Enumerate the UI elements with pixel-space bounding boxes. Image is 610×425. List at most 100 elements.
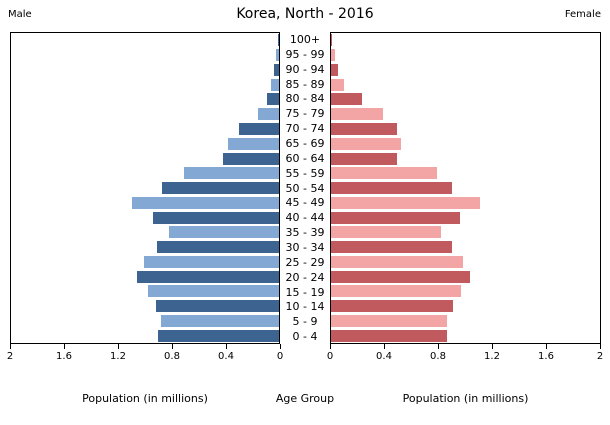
age-group-label-5-9: 5 - 9	[292, 315, 318, 329]
male-row-35-39	[11, 225, 279, 240]
male-bar-10-14	[155, 300, 279, 313]
male-bar-100+	[277, 34, 279, 47]
x-axis-tick	[226, 344, 227, 349]
x-axis-tick	[546, 344, 547, 349]
male-bar-75-79	[257, 108, 279, 121]
x-axis-tick-label-0: 0	[326, 351, 334, 362]
male-row-80-84	[11, 92, 279, 107]
x-axis-tick	[600, 344, 601, 349]
age-group-label-10-14: 10 - 14	[285, 300, 325, 314]
x-axis-tick-label-2: 2	[596, 351, 604, 362]
age-group-label-40-44: 40 - 44	[285, 211, 325, 225]
age-group-label-95-99: 95 - 99	[285, 47, 325, 61]
male-bar-85-89	[270, 78, 279, 91]
male-row-60-64	[11, 151, 279, 166]
female-bar-0-4	[331, 329, 447, 342]
female-bar-10-14	[331, 300, 454, 313]
age-group-label-80-84: 80 - 84	[285, 92, 325, 106]
female-row-0-4	[331, 328, 600, 343]
female-row-35-39	[331, 225, 600, 240]
x-axis-tick	[118, 344, 119, 349]
age-group-label-100+: 100+	[289, 32, 321, 46]
male-row-90-94	[11, 63, 279, 78]
male-row-75-79	[11, 107, 279, 122]
male-bar-50-54	[162, 182, 279, 195]
female-row-60-64	[331, 151, 600, 166]
x-axis-tick-label-0.8: 0.8	[164, 351, 180, 362]
x-axis-tick	[384, 344, 385, 349]
female-bar-65-69	[331, 137, 401, 150]
female-row-75-79	[331, 107, 600, 122]
x-axis-tick	[438, 344, 439, 349]
age-group-label-25-29: 25 - 29	[285, 255, 325, 269]
female-row-55-59	[331, 166, 600, 181]
female-row-25-29	[331, 254, 600, 269]
left-x-axis-label: Population (in millions)	[82, 392, 208, 405]
female-bar-95-99	[331, 49, 336, 62]
x-axis-tick	[280, 344, 281, 349]
x-axis-tick-label-1.2: 1.2	[110, 351, 126, 362]
male-row-50-54	[11, 181, 279, 196]
age-group-label-15-19: 15 - 19	[285, 285, 325, 299]
age-group-label-55-59: 55 - 59	[285, 166, 325, 180]
age-group-label-20-24: 20 - 24	[285, 270, 325, 284]
male-row-5-9	[11, 314, 279, 329]
female-row-45-49	[331, 195, 600, 210]
female-bar-15-19	[331, 285, 462, 298]
female-bar-45-49	[331, 196, 481, 209]
age-group-label-60-64: 60 - 64	[285, 151, 325, 165]
center-x-axis-label: Age Group	[275, 392, 335, 405]
female-row-100+	[331, 33, 600, 48]
x-axis-tick-label-1.2: 1.2	[484, 351, 500, 362]
x-axis-tick	[172, 344, 173, 349]
female-bar-50-54	[331, 182, 453, 195]
age-group-label-45-49: 45 - 49	[285, 196, 325, 210]
age-group-label-30-34: 30 - 34	[285, 240, 325, 254]
male-bar-20-24	[136, 270, 279, 283]
age-group-label-50-54: 50 - 54	[285, 181, 325, 195]
male-bar-40-44	[153, 211, 279, 224]
x-axis-tick-label-0.8: 0.8	[430, 351, 446, 362]
male-row-45-49	[11, 195, 279, 210]
female-row-90-94	[331, 63, 600, 78]
female-row-10-14	[331, 299, 600, 314]
female-row-70-74	[331, 122, 600, 137]
male-row-10-14	[11, 299, 279, 314]
male-row-20-24	[11, 269, 279, 284]
chart-title: Korea, North - 2016	[236, 6, 374, 22]
age-group-label-85-89: 85 - 89	[285, 77, 325, 91]
male-side-label: Male	[8, 9, 32, 20]
age-group-label-65-69: 65 - 69	[285, 136, 325, 150]
age-group-label-35-39: 35 - 39	[285, 226, 325, 240]
male-row-15-19	[11, 284, 279, 299]
male-row-95-99	[11, 48, 279, 63]
female-row-40-44	[331, 210, 600, 225]
female-bar-40-44	[331, 211, 461, 224]
male-row-55-59	[11, 166, 279, 181]
male-bar-95-99	[276, 49, 279, 62]
female-bar-55-59	[331, 167, 438, 180]
male-row-70-74	[11, 122, 279, 137]
male-bar-35-39	[169, 226, 279, 239]
x-axis-tick	[10, 344, 11, 349]
female-row-80-84	[331, 92, 600, 107]
male-bar-25-29	[143, 255, 279, 268]
female-row-85-89	[331, 77, 600, 92]
female-bar-100+	[331, 34, 333, 47]
age-group-label-0-4: 0 - 4	[292, 330, 318, 344]
male-row-100+	[11, 33, 279, 48]
male-row-65-69	[11, 136, 279, 151]
female-row-95-99	[331, 48, 600, 63]
female-bar-5-9	[331, 314, 447, 327]
female-row-20-24	[331, 269, 600, 284]
age-group-label-75-79: 75 - 79	[285, 107, 325, 121]
male-bar-5-9	[161, 314, 279, 327]
male-bar-45-49	[131, 196, 279, 209]
x-axis-tick	[330, 344, 331, 349]
male-bar-70-74	[238, 122, 279, 135]
female-bar-30-34	[331, 241, 453, 254]
female-bar-75-79	[331, 108, 384, 121]
right-x-axis-label: Population (in millions)	[402, 392, 529, 405]
male-bar-90-94	[273, 63, 279, 76]
female-bar-80-84	[331, 93, 362, 106]
